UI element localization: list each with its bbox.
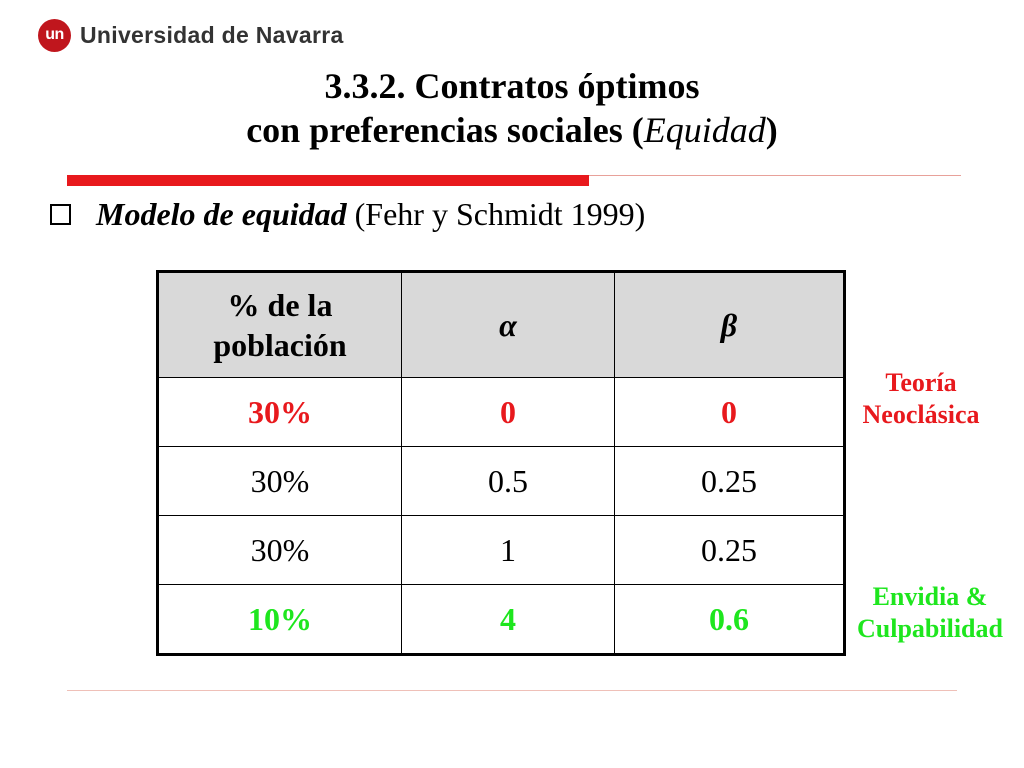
- cell-beta: 0.6: [614, 584, 845, 655]
- cell-population: 30%: [157, 377, 402, 447]
- bullet-item: Modelo de equidad (Fehr y Schmidt 1999): [50, 196, 645, 233]
- bullet-italic: Modelo de equidad: [96, 196, 347, 232]
- bullet-rest: (Fehr y Schmidt 1999): [346, 196, 646, 232]
- cell-population: 10%: [157, 584, 402, 655]
- cell-alpha: 4: [401, 584, 615, 655]
- footer-divider: [67, 690, 957, 691]
- header-beta-symbol: β: [720, 307, 738, 343]
- parameters-table: % de la población α β 30% 0 0 30% 0.5 0.…: [156, 270, 846, 656]
- cell-population: 30%: [157, 515, 402, 585]
- cell-population: 30%: [157, 446, 402, 516]
- annotation-neoclassical: Teoría Neoclásica: [836, 367, 1006, 431]
- annotation-envy-guilt: Envidia & Culpabilidad: [830, 581, 1024, 645]
- square-bullet-icon: [50, 204, 71, 225]
- title-line-2: con preferencias sociales (Equidad): [0, 108, 1024, 152]
- header-population: % de la población: [157, 271, 402, 378]
- cell-beta: 0.25: [614, 446, 845, 516]
- header-alpha: α: [401, 271, 615, 378]
- cell-alpha: 1: [401, 515, 615, 585]
- bullet-text: Modelo de equidad (Fehr y Schmidt 1999): [96, 196, 645, 233]
- logo-text: Universidad de Navarra: [80, 21, 344, 48]
- annotation-neoclassical-line-2: Neoclásica: [862, 400, 980, 429]
- title-underline-red: [67, 175, 589, 186]
- title-line-1: 3.3.2. Contratos óptimos: [324, 66, 700, 106]
- title-line-2-prefix: con preferencias sociales (: [246, 110, 644, 150]
- header-alpha-symbol: α: [499, 307, 517, 343]
- cell-beta: 0: [614, 377, 845, 447]
- cell-beta: 0.25: [614, 515, 845, 585]
- cell-alpha: 0: [401, 377, 615, 447]
- title-line-2-suffix: ): [765, 110, 778, 150]
- university-logo: un Universidad de Navarra: [38, 17, 344, 53]
- header-beta: β: [614, 271, 845, 378]
- table-row: 30% 0 0: [157, 377, 845, 447]
- table-row: 30% 1 0.25: [157, 515, 845, 585]
- title-line-2-italic: Equidad: [643, 110, 766, 150]
- cell-alpha: 0.5: [401, 446, 615, 516]
- annotation-neoclassical-line-1: Teoría: [885, 368, 957, 397]
- logo-badge-icon: un: [38, 18, 71, 52]
- annotation-envy-line-2: Culpabilidad: [857, 614, 1003, 643]
- slide-title: 3.3.2. Contratos óptimos con preferencia…: [0, 64, 1024, 152]
- table-row: 30% 0.5 0.25: [157, 446, 845, 516]
- table-row: 10% 4 0.6: [157, 584, 845, 655]
- table-header-row: % de la población α β: [157, 271, 845, 378]
- title-underline-thin: [589, 175, 961, 176]
- annotation-envy-line-1: Envidia &: [872, 582, 988, 611]
